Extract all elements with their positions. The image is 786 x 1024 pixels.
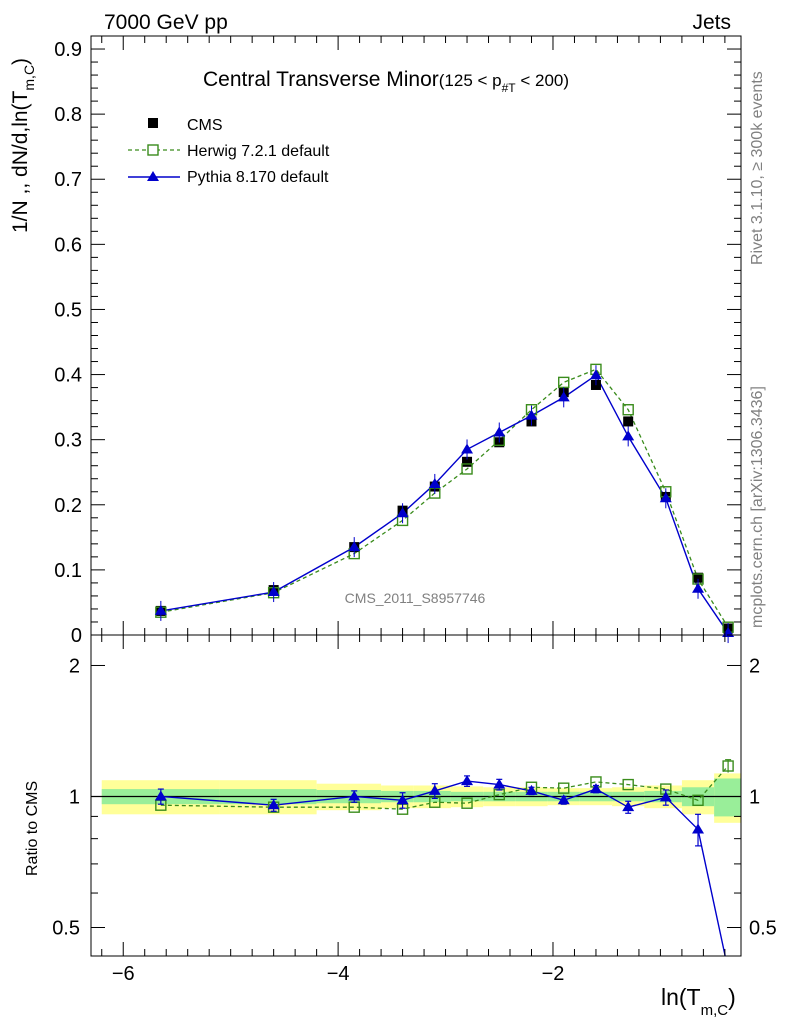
pythia-point: [348, 541, 361, 552]
watermark: CMS_2011_S8957746: [345, 590, 486, 606]
rivet-label: Rivet 3.1.10, ≥ 300k events: [749, 71, 766, 265]
band-inner-13: [714, 778, 741, 817]
ratio-y-tick-label: 2: [69, 655, 80, 677]
y-tick-label: 0.8: [54, 104, 82, 126]
cms-point: [462, 456, 473, 467]
herwig-ratio-point: [622, 778, 634, 791]
ratio-y-tick-label: 1: [69, 786, 80, 808]
pythia-ratio-line: [160, 780, 726, 957]
pythia-ratio-point: [348, 790, 361, 801]
pythia-point: [525, 409, 538, 420]
herwig-ratio-point: [558, 782, 570, 794]
herwig-line: [160, 368, 729, 628]
pythia-point: [589, 369, 602, 380]
pythia-ratio-point: [396, 794, 409, 805]
legend-cms-label: CMS: [187, 117, 223, 134]
pythia-ratio-point: [267, 799, 280, 810]
pythia-ratio-point: [428, 784, 441, 795]
legend-cms-marker: [148, 118, 158, 128]
y-tick-label: 0.1: [54, 560, 82, 582]
legend: CMS Herwig 7.2.1 default Pythia 8.170 de…: [128, 117, 330, 186]
y-tick-label: 0.6: [54, 234, 82, 256]
pythia-ratio-point: [557, 794, 570, 805]
y-tick-label: 0.3: [54, 430, 82, 452]
ratio-frame: [90, 634, 742, 957]
pythia-point: [428, 477, 441, 488]
y-tick-label: 0.4: [54, 365, 82, 387]
x-axis-label: ln(Tm,C): [661, 984, 736, 1019]
legend-herwig-marker: [147, 144, 159, 156]
main-series: [154, 363, 735, 644]
pythia-point: [557, 391, 570, 402]
ratio-uncertainty-band: [101, 773, 741, 823]
ratio-series: [154, 759, 734, 957]
y-tick-label: 0.2: [54, 495, 82, 517]
herwig-point: [461, 463, 473, 475]
ratio-y-tick-label-right: 1: [749, 786, 760, 808]
pythia-point: [493, 426, 506, 437]
pythia-line: [160, 374, 729, 634]
herwig-ratio-point: [722, 760, 734, 772]
pythia-point: [154, 604, 167, 615]
ratio-axis-label: Ratio to CMS: [24, 781, 41, 876]
mcplots-label: mcplots.cern.ch [arXiv:1306.3436]: [749, 386, 766, 628]
y-tick-label: 0: [71, 625, 82, 647]
herwig-point: [622, 404, 634, 416]
y-tick-label: 0.5: [54, 299, 82, 321]
pythia-ratio-point: [659, 791, 672, 802]
ratio-y-tick-label: 0.5: [52, 917, 80, 939]
pythia-ratio-point: [589, 783, 602, 794]
ratio-y-tick-label-right: 2: [749, 655, 760, 677]
pythia-ratio-point: [622, 801, 635, 812]
legend-pythia-marker: [147, 171, 159, 181]
legend-herwig-label: Herwig 7.2.1 default: [187, 143, 330, 160]
header-left: 7000 GeV pp: [104, 11, 228, 34]
x-tick-label: −6: [112, 963, 135, 985]
legend-pythia-label: Pythia 8.170 default: [187, 169, 329, 186]
pythia-point: [461, 443, 474, 454]
axis-ticks: −6 −4 −2 0 0.1 0.2 0.3 0.4 0.5 0.6 0.7 0.8 0.9 0.5 0.5…: [52, 35, 777, 985]
herwig-ratio-point: [692, 794, 704, 807]
y-tick-label: 0.9: [54, 39, 82, 61]
header-right: Jets: [692, 11, 731, 34]
pythia-ratio-point: [154, 790, 167, 801]
cms-point: [623, 416, 634, 427]
pythia-point: [692, 582, 705, 593]
pythia-ratio-point: [461, 775, 474, 786]
pythia-ratio-point: [692, 823, 705, 834]
herwig-ratio-point: [461, 797, 473, 809]
plot-title: Central Transverse Minor(125 < p#T < 200…: [203, 68, 569, 95]
pythia-point: [622, 430, 635, 441]
pythia-point: [396, 507, 409, 518]
ratio-y-tick-label-right: 0.5: [749, 917, 777, 939]
x-tick-label: −2: [542, 963, 565, 985]
y-tick-label: 0.7: [54, 169, 82, 191]
pythia-ratio-point: [525, 784, 538, 795]
pythia-ratio-point: [493, 778, 506, 789]
pythia-point: [267, 586, 280, 597]
y-axis-label: 1/N ,, dN/d,ln(Tm,C): [9, 58, 37, 233]
cms-point: [693, 572, 704, 583]
x-tick-label: −4: [327, 963, 350, 985]
pythia-point: [659, 492, 672, 503]
